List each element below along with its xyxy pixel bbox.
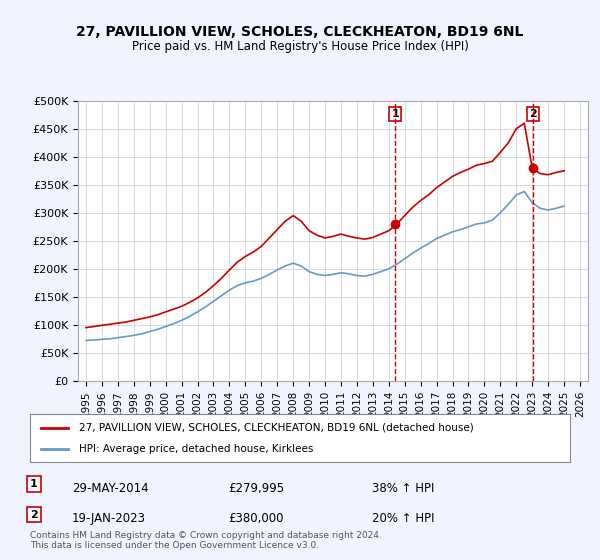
Text: Price paid vs. HM Land Registry's House Price Index (HPI): Price paid vs. HM Land Registry's House … bbox=[131, 40, 469, 53]
Text: 1: 1 bbox=[391, 109, 399, 119]
Text: 27, PAVILLION VIEW, SCHOLES, CLECKHEATON, BD19 6NL: 27, PAVILLION VIEW, SCHOLES, CLECKHEATON… bbox=[76, 25, 524, 39]
Text: 20% ↑ HPI: 20% ↑ HPI bbox=[372, 512, 434, 525]
Text: 2: 2 bbox=[30, 510, 38, 520]
Text: 19-JAN-2023: 19-JAN-2023 bbox=[72, 512, 146, 525]
Text: 27, PAVILLION VIEW, SCHOLES, CLECKHEATON, BD19 6NL (detached house): 27, PAVILLION VIEW, SCHOLES, CLECKHEATON… bbox=[79, 423, 473, 433]
Text: 1: 1 bbox=[30, 479, 38, 489]
Text: 2: 2 bbox=[529, 109, 537, 119]
Text: £380,000: £380,000 bbox=[228, 512, 284, 525]
Text: Contains HM Land Registry data © Crown copyright and database right 2024.
This d: Contains HM Land Registry data © Crown c… bbox=[30, 530, 382, 550]
Text: £279,995: £279,995 bbox=[228, 482, 284, 494]
Text: 38% ↑ HPI: 38% ↑ HPI bbox=[372, 482, 434, 494]
Text: HPI: Average price, detached house, Kirklees: HPI: Average price, detached house, Kirk… bbox=[79, 444, 313, 454]
Text: 29-MAY-2014: 29-MAY-2014 bbox=[72, 482, 149, 494]
